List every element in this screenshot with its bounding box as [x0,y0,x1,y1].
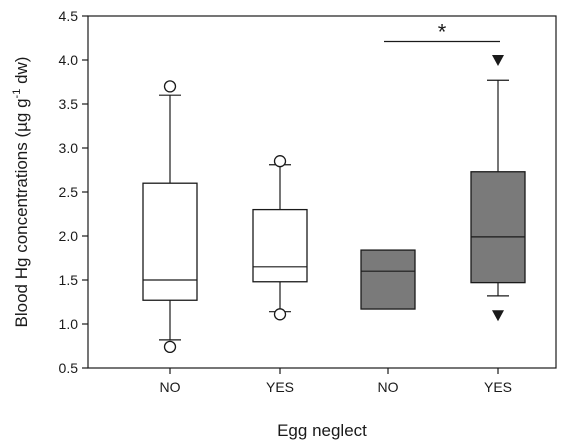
x-axis: NO YES NO YES [160,368,512,395]
y-tick-label: 3.0 [59,140,79,156]
y-tick-label: 4.0 [59,52,79,68]
y-tick-label: 4.5 [59,8,79,24]
box-iqr [142,182,198,301]
y-tick-label: 0.5 [59,360,79,376]
x-axis-title: Egg neglect [277,421,367,440]
y-tick-label: 3.5 [59,96,79,112]
outlier-triangle [492,310,504,322]
box-iqr [252,208,308,283]
y-axis-title-superscript: -1 [11,89,23,99]
y-axis-title: Blood Hg concentrations (µg g-1 dw) [11,57,31,328]
box-group [142,80,198,354]
box-iqr [470,171,526,284]
box-group [470,55,526,322]
y-tick-label: 1.0 [59,316,79,332]
outlier-triangle [492,55,504,66]
y-tick-label: 2.5 [59,184,79,200]
y-axis: 0.5 1.0 1.5 2.0 2.5 3.0 3.5 4.0 4.5 [59,8,88,376]
box-iqr [360,249,416,310]
y-tick-label: 2.0 [59,228,79,244]
x-category-label: NO [160,379,181,395]
outlier-circle [163,340,177,354]
box-group [360,249,416,310]
outlier-circle [273,308,287,321]
box-group [252,155,308,321]
outlier-circle [273,155,287,168]
y-tick-label: 1.5 [59,272,79,288]
x-category-label: NO [378,379,399,395]
outlier-circle [163,80,177,93]
y-axis-title-main: Blood Hg concentrations (µg g [12,98,31,327]
x-category-label: YES [484,379,512,395]
boxes-layer [142,55,526,354]
significance-layer: * [384,20,500,45]
y-axis-title-tail: dw) [12,57,31,89]
x-category-label: YES [266,379,294,395]
significance-label: * [438,20,447,45]
